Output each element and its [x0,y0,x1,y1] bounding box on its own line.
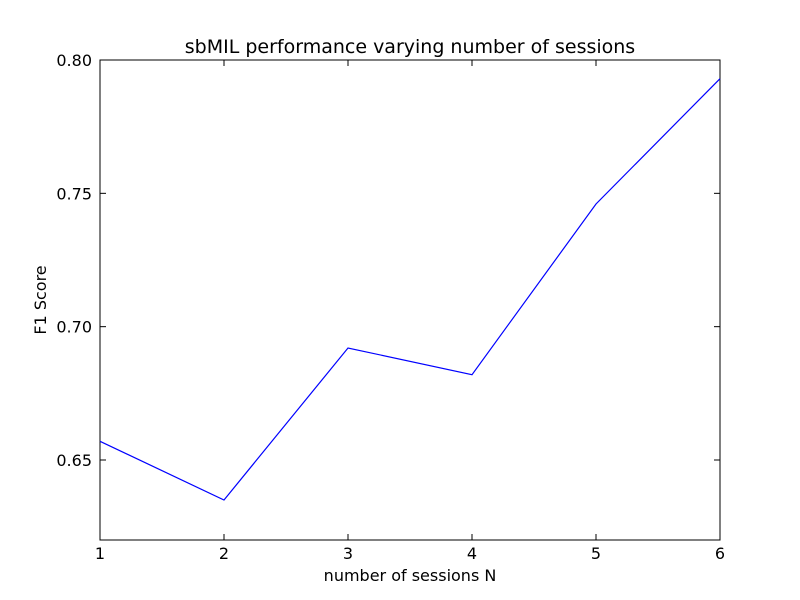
x-tick-label: 3 [343,544,353,563]
x-tick-label: 5 [591,544,601,563]
y-tick-label: 0.70 [56,318,92,337]
x-tick-label: 4 [467,544,477,563]
y-axis-label: F1 Score [31,265,50,334]
plot-area [99,59,721,541]
series-group [99,78,721,501]
x-tick-label: 2 [219,544,229,563]
axis-ticks: 1 2 3 4 5 6 0.65 0.70 0.75 0.80 [56,51,725,563]
y-tick-label: 0.75 [56,184,92,203]
chart-title: sbMIL performance varying number of sess… [185,36,635,58]
x-tick-label: 6 [715,544,725,563]
y-tick-label: 0.80 [56,51,92,70]
y-tick-label: 0.65 [56,451,92,470]
x-axis-label: number of sessions N [324,566,497,585]
x-tick-label: 1 [95,544,105,563]
series-line [99,78,721,501]
